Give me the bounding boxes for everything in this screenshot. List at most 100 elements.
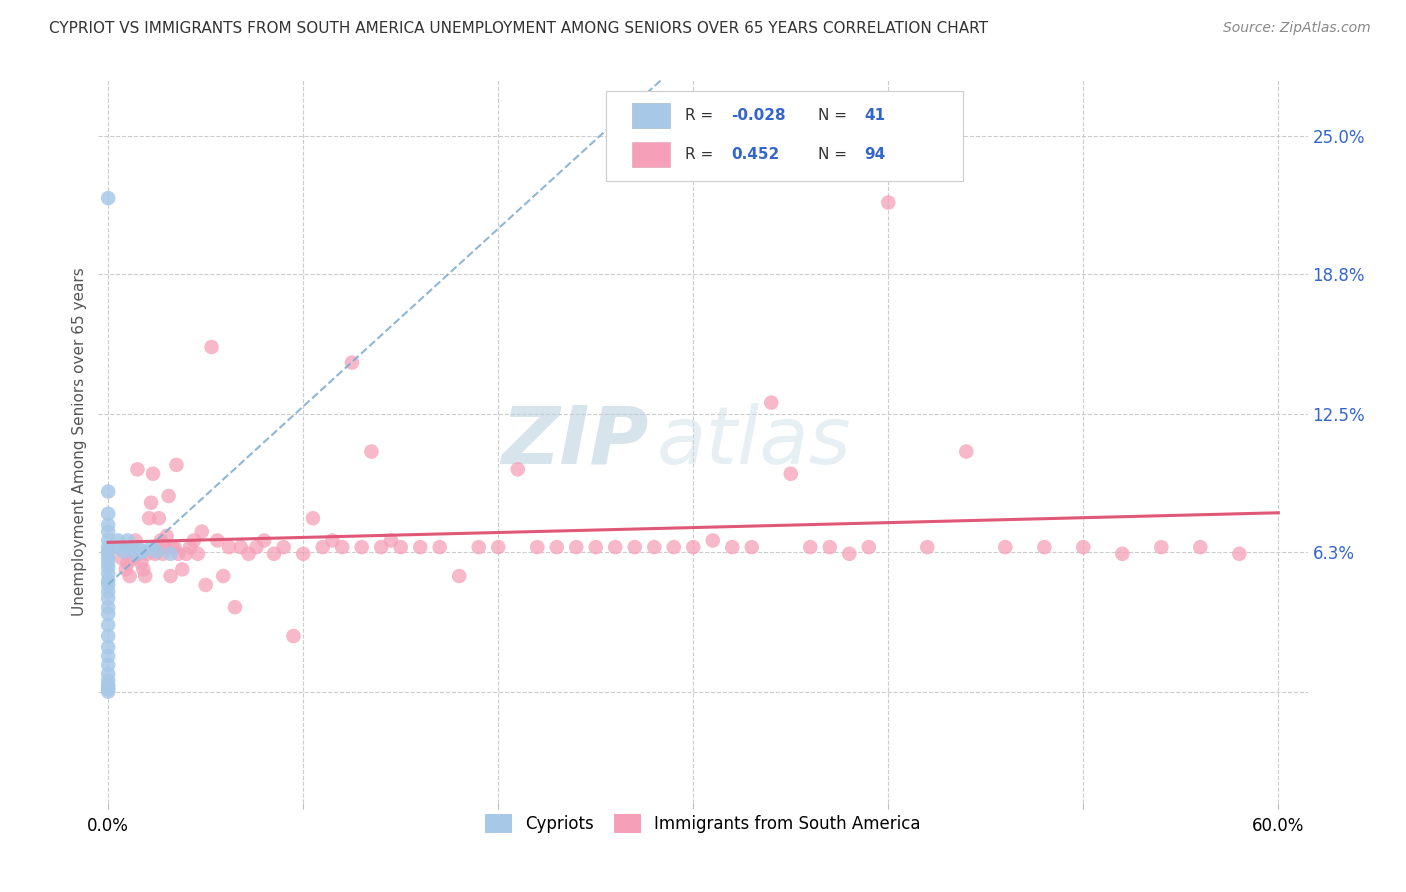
Point xyxy=(127,462,149,476)
Point xyxy=(302,511,325,525)
Point xyxy=(165,458,187,472)
Point xyxy=(526,540,548,554)
Point xyxy=(149,533,172,548)
Point xyxy=(283,629,305,643)
Point xyxy=(97,618,120,632)
FancyBboxPatch shape xyxy=(631,103,671,128)
Text: CYPRIOT VS IMMIGRANTS FROM SOUTH AMERICA UNEMPLOYMENT AMONG SENIORS OVER 65 YEAR: CYPRIOT VS IMMIGRANTS FROM SOUTH AMERICA… xyxy=(49,21,988,36)
Point xyxy=(163,540,186,554)
Point xyxy=(156,529,179,543)
Point xyxy=(799,540,821,554)
Point xyxy=(143,547,166,561)
Point xyxy=(97,578,120,592)
Point xyxy=(330,540,353,554)
Point xyxy=(858,540,880,554)
Point xyxy=(139,540,162,554)
Point xyxy=(127,540,149,554)
Point xyxy=(122,551,145,566)
Point xyxy=(1071,540,1094,554)
Point xyxy=(97,678,120,692)
Point xyxy=(429,540,451,554)
Point xyxy=(350,540,373,554)
Point xyxy=(245,540,267,554)
Point xyxy=(183,533,205,548)
Point xyxy=(761,395,783,409)
Point xyxy=(121,540,143,554)
Point xyxy=(111,551,134,566)
Point xyxy=(486,540,509,554)
Text: Source: ZipAtlas.com: Source: ZipAtlas.com xyxy=(1223,21,1371,35)
Point xyxy=(702,533,724,548)
Point xyxy=(97,584,120,599)
Point xyxy=(779,467,801,481)
FancyBboxPatch shape xyxy=(606,91,963,181)
Point xyxy=(97,566,120,581)
Point xyxy=(312,540,335,554)
Y-axis label: Unemployment Among Seniors over 65 years: Unemployment Among Seniors over 65 years xyxy=(72,268,87,615)
Point xyxy=(139,496,162,510)
Point xyxy=(148,511,170,525)
Point xyxy=(97,607,120,621)
Point xyxy=(506,462,529,476)
Point xyxy=(97,673,120,688)
Point xyxy=(194,578,217,592)
Point xyxy=(131,556,153,570)
Point xyxy=(340,356,363,370)
Point xyxy=(917,540,939,554)
Point xyxy=(167,547,190,561)
Point xyxy=(292,547,315,561)
Point xyxy=(162,540,184,554)
Point xyxy=(138,511,160,525)
Point xyxy=(187,547,209,561)
Point xyxy=(1033,540,1056,554)
Point xyxy=(97,191,120,205)
Point xyxy=(97,682,120,697)
Point xyxy=(97,657,120,672)
Point xyxy=(97,666,120,681)
Point xyxy=(114,562,136,576)
Text: N =: N = xyxy=(818,108,852,123)
Point xyxy=(117,556,139,570)
Point xyxy=(107,540,129,554)
Point xyxy=(97,591,120,606)
Point xyxy=(118,569,141,583)
Text: atlas: atlas xyxy=(657,402,852,481)
Point xyxy=(585,540,607,554)
Point xyxy=(97,533,120,548)
Text: R =: R = xyxy=(685,146,718,161)
Point xyxy=(174,547,197,561)
Point xyxy=(117,533,139,548)
Point xyxy=(623,540,645,554)
Point xyxy=(97,524,120,539)
Text: 94: 94 xyxy=(863,146,884,161)
Point xyxy=(565,540,588,554)
Point xyxy=(146,540,169,554)
Point xyxy=(467,540,489,554)
Point xyxy=(389,540,412,554)
Point xyxy=(273,540,295,554)
Point xyxy=(97,649,120,664)
Point xyxy=(721,540,744,554)
Point xyxy=(142,467,165,481)
Point xyxy=(1189,540,1212,554)
Point xyxy=(97,544,120,558)
Text: N =: N = xyxy=(818,146,852,161)
Point xyxy=(97,574,120,588)
Point xyxy=(97,629,120,643)
Point xyxy=(253,533,276,548)
Point xyxy=(1111,547,1133,561)
Point xyxy=(97,507,120,521)
Point xyxy=(380,533,402,548)
Point xyxy=(132,544,155,558)
FancyBboxPatch shape xyxy=(631,142,671,167)
Point xyxy=(200,340,222,354)
Point xyxy=(263,547,285,561)
Point xyxy=(682,540,704,554)
Point xyxy=(370,540,392,554)
Point xyxy=(157,489,180,503)
Point xyxy=(112,544,135,558)
Point xyxy=(159,547,181,561)
Point xyxy=(97,560,120,574)
Point xyxy=(238,547,260,561)
Point xyxy=(838,547,860,561)
